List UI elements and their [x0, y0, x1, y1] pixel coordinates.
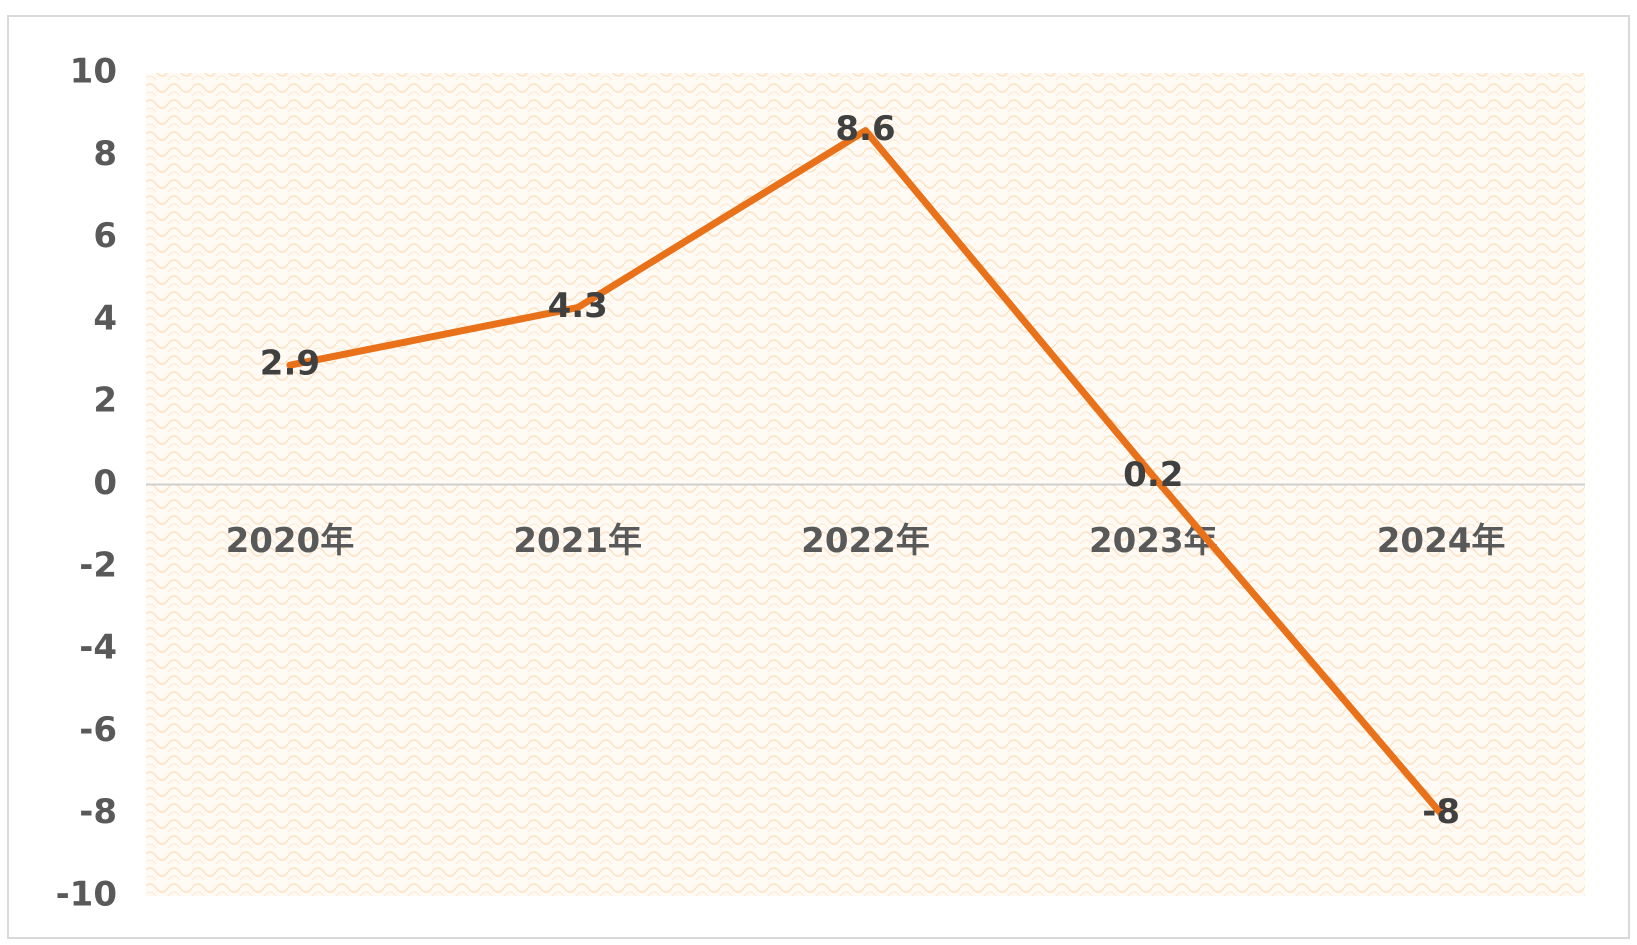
y-tick-label: 8 [93, 134, 117, 174]
y-tick-label: 4 [93, 298, 117, 338]
x-tick-label: 2020年 [226, 521, 355, 561]
y-tick-label: -6 [79, 710, 117, 750]
data-label: 8.6 [835, 109, 895, 149]
y-tick-label: -4 [79, 628, 117, 668]
data-label: -8 [1422, 792, 1460, 832]
y-tick-label: -10 [56, 875, 117, 915]
x-tick-label: 2024年 [1377, 521, 1506, 561]
y-tick-label: 10 [70, 52, 117, 92]
y-tick-label: 2 [93, 381, 117, 421]
y-tick-label: 6 [93, 216, 117, 256]
y-tick-label: -2 [79, 545, 117, 585]
data-label: 0.2 [1123, 455, 1183, 495]
y-tick-label: 0 [93, 463, 117, 503]
x-tick-label: 2022年 [801, 521, 930, 561]
y-tick-label: -8 [79, 792, 117, 832]
data-label: 2.9 [260, 344, 320, 384]
data-label: 4.3 [548, 286, 608, 326]
line-series [286, 127, 1445, 818]
x-tick-label: 2021年 [513, 521, 642, 561]
